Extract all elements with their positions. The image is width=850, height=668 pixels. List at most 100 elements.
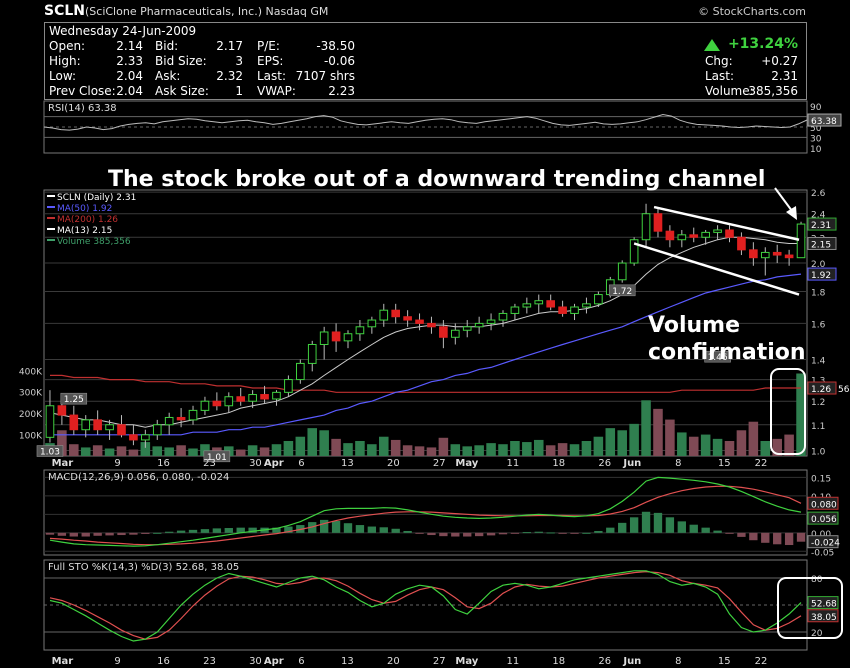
volume-tick-label: 100K (19, 432, 43, 442)
volume-note-line1: Volume (648, 313, 740, 338)
volume-bar (390, 439, 401, 456)
ask-value: 2.32 (216, 69, 243, 83)
price-tick-label: 1.8 (811, 289, 826, 299)
volume-bar (486, 443, 496, 456)
candle-body (391, 309, 401, 318)
sto-d-line (49, 571, 802, 640)
channel-lower-line (633, 242, 800, 296)
last-label: Last: (705, 69, 735, 83)
ma50-last-label: 1.92 (811, 271, 831, 281)
prevclose-value: 2.04 (116, 84, 143, 98)
volume-bar (748, 421, 759, 456)
x-axis-label-bottom: 26 (598, 656, 611, 667)
volume-bar (57, 430, 67, 456)
macd-hist-last-label-box (807, 535, 839, 549)
macd-histogram-bar (69, 532, 78, 537)
prevclose-label: Prev Close: (49, 84, 116, 98)
volume-bar (80, 447, 91, 456)
macd-histogram-bar (713, 530, 722, 533)
macd-histogram-bar (236, 527, 245, 533)
macd-signal-line (49, 485, 802, 546)
price-tick-label: 1.0 (811, 448, 826, 458)
candle-body (582, 303, 591, 308)
candle-body (725, 229, 734, 238)
volume-bar (688, 436, 699, 456)
quote-date: Wednesday 24-Jun-2009 (49, 24, 197, 38)
macd-histogram-bar (403, 530, 412, 533)
candle-body (546, 300, 555, 308)
candle-body (69, 414, 79, 431)
candle-body (141, 434, 150, 441)
macd-histogram-bar (153, 532, 162, 534)
x-axis-label: 9 (114, 458, 120, 469)
candle-body (93, 419, 102, 431)
price-tick-label: 2.4 (811, 211, 826, 221)
macd-histogram-bar (474, 532, 484, 537)
ticker-symbol: SCLN (44, 3, 85, 19)
candle-body (260, 394, 269, 400)
x-axis-label-bottom: Mar (52, 656, 74, 667)
volume-bar (617, 430, 627, 456)
ma200-last-label-b: 56 (838, 385, 850, 395)
volume-bar (104, 448, 115, 456)
ma200-last-label: 1.26 (811, 385, 831, 395)
bidsize-value: 3 (235, 54, 243, 68)
ma13-last-label: 2.15 (811, 240, 831, 250)
sto-highlight-box (777, 577, 843, 639)
ma50-legend: MA(50) 1.92 (57, 204, 112, 214)
volume-bar (462, 446, 472, 456)
macd-histogram-bar (331, 521, 341, 533)
x-axis-label: Apr (264, 458, 284, 469)
candle-body (176, 416, 186, 421)
candle-body (212, 400, 222, 407)
macd-histogram-bar (248, 527, 257, 533)
macd-legend: MACD(12,26,9) 0.056, 0.080, -0.024 (48, 472, 229, 483)
rsi-legend: RSI(14) 63.38 (48, 103, 117, 114)
company-name-text: (SciClone Pharmaceuticals, Inc.) (85, 5, 262, 18)
candle-body (486, 319, 496, 324)
last-shares-label: Last: (257, 69, 287, 83)
candle-body (439, 326, 448, 338)
volume-bar (235, 449, 246, 456)
x-axis-label-bottom: 8 (675, 656, 681, 667)
x-axis-label: May (455, 458, 478, 469)
candle-body (689, 234, 699, 238)
ma200-last-label-box (807, 381, 837, 395)
macd-histogram-bar (45, 532, 55, 535)
candle-body (236, 396, 246, 402)
macd-histogram-bar (629, 517, 639, 533)
candle-body (200, 400, 210, 411)
macd-line (49, 476, 802, 547)
macd-histogram-bar (117, 532, 126, 536)
macd-histogram-bar (105, 532, 114, 536)
macd-histogram-bar (606, 527, 615, 533)
close-last-label: 2.31 (811, 221, 831, 231)
candle-body (355, 326, 365, 335)
volume-bar (498, 444, 508, 456)
volume-bar (379, 436, 389, 456)
breakout-arrow-head (786, 206, 797, 220)
eps-label: EPS: (257, 54, 284, 68)
candle-body (319, 331, 329, 345)
rsi-last-box (807, 113, 842, 127)
x-axis-label: 11 (506, 458, 519, 469)
candle-body (343, 333, 353, 342)
bid-value: 2.17 (216, 39, 243, 53)
price-annotation: 1.25 (64, 395, 84, 405)
macd-histogram-bar (176, 530, 186, 533)
title-bar: SCLN (SciClone Pharmaceuticals, Inc.) Na… (0, 0, 850, 22)
candle-body (415, 319, 424, 324)
macd-histogram-bar (618, 522, 627, 533)
volume-bar (116, 446, 127, 456)
volume-bar (355, 441, 365, 456)
volume-bar (200, 444, 210, 456)
volume-tick-label: 200K (19, 410, 43, 420)
bidsize-label: Bid Size: (155, 54, 207, 68)
volume-bar (700, 434, 711, 456)
candle-body (677, 234, 687, 241)
ma50-line (50, 273, 802, 436)
candle-body (713, 229, 722, 233)
candle-body (152, 424, 162, 436)
price-annotation-box (60, 392, 88, 405)
candle-body (284, 379, 293, 393)
